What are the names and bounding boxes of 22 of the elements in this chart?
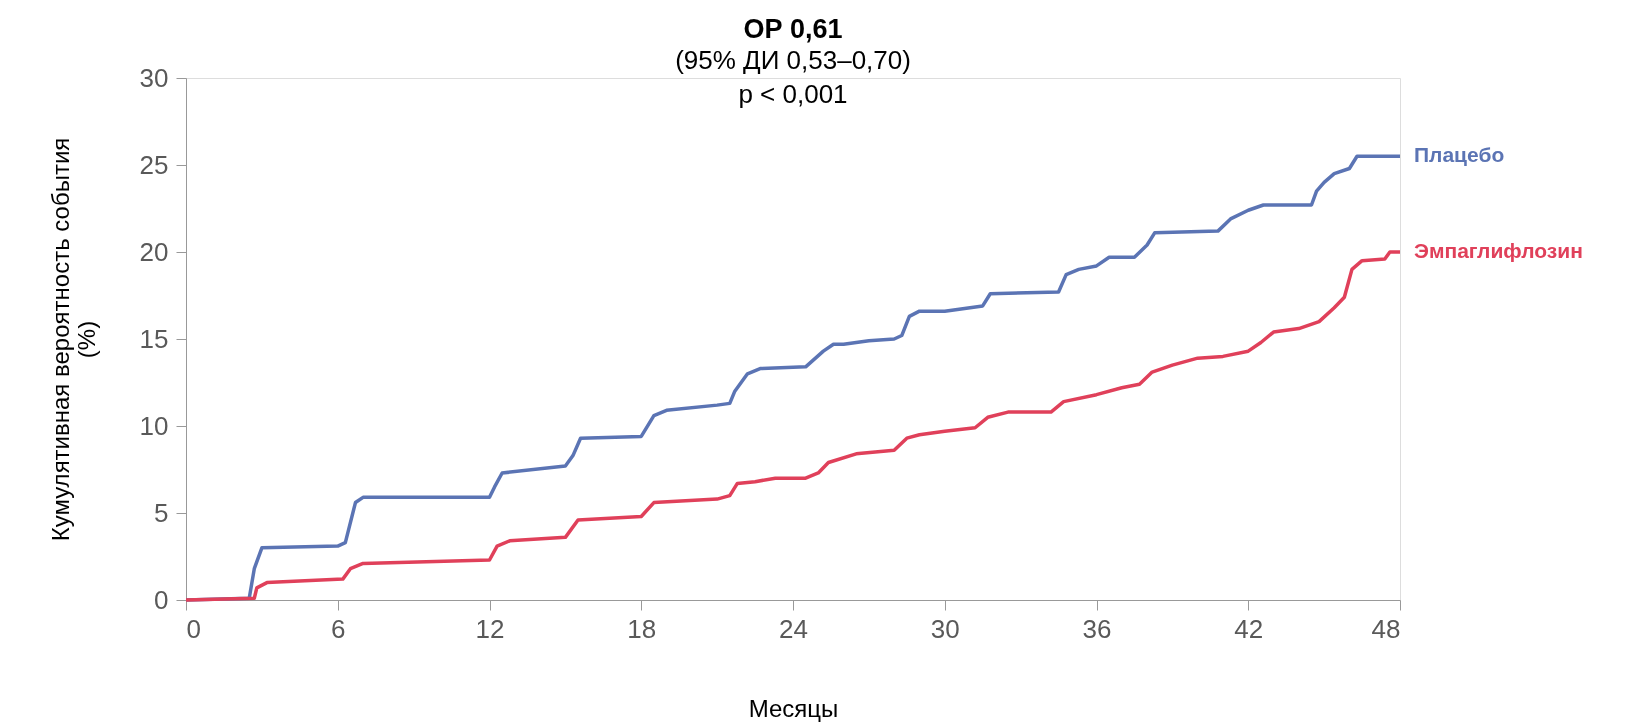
y-tick-label: 15 <box>139 323 169 354</box>
y-tick-label: 5 <box>154 497 169 528</box>
x-tick-label: 6 <box>331 613 346 644</box>
x-tick-label: 24 <box>779 613 808 644</box>
x-tick-label: 18 <box>627 613 657 644</box>
chart-subtitle: (95% ДИ 0,53–0,70) p < 0,001 <box>675 45 911 109</box>
chart-title: ОР 0,61 <box>743 14 843 44</box>
x-axis-title: Месяцы <box>748 694 839 722</box>
series-label: Эмпаглифлозин <box>1414 239 1583 262</box>
x-tick-label: 42 <box>1234 613 1264 644</box>
x-tick-label: 30 <box>930 613 960 644</box>
y-tick-label: 20 <box>139 236 169 267</box>
x-tick-label: 12 <box>475 613 505 644</box>
x-tick-label: 0 <box>186 613 201 644</box>
y-tick-label: 30 <box>139 62 169 93</box>
y-tick-label: 25 <box>139 149 169 180</box>
x-tick-label: 36 <box>1082 613 1112 644</box>
y-tick-label: 0 <box>154 584 169 615</box>
series-label: Плацебо <box>1414 143 1505 167</box>
x-tick-label: 48 <box>1371 613 1401 644</box>
y-tick-label: 10 <box>139 410 169 441</box>
y-axis-title: Кумулятивная вероятность события (%) <box>46 137 100 542</box>
